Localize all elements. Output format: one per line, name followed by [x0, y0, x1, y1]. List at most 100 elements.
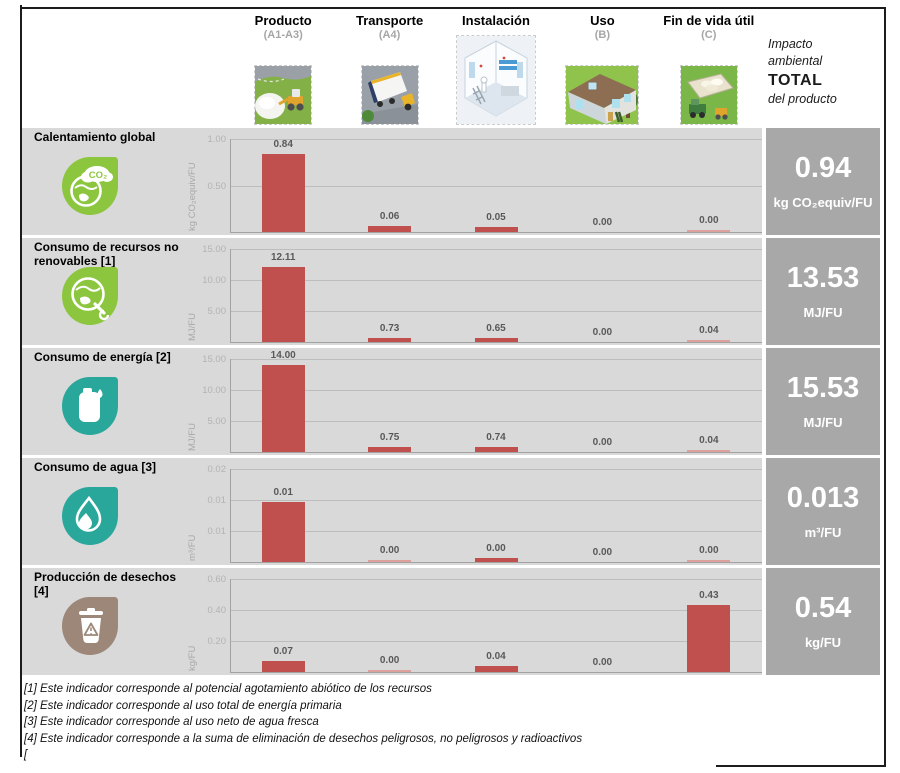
- bar-value-label: 12.11: [270, 251, 296, 263]
- bar-value-label: 0.00: [592, 547, 613, 558]
- gridline: [230, 390, 762, 391]
- globe-co2-icon: CO₂: [62, 157, 118, 215]
- bar-value-label: 0.00: [699, 215, 719, 226]
- bar-value-label: 0.04: [699, 435, 719, 446]
- indicator-title: Producción de desechos [4]: [34, 570, 177, 598]
- bar-value-label: 0.00: [379, 545, 400, 556]
- total-unit: m³/FU: [804, 524, 842, 540]
- stage-label: Transporte: [355, 13, 424, 28]
- stage-label: Instalación: [462, 13, 530, 28]
- y-tick-label: 15.00: [202, 354, 226, 365]
- lifecycle-stage-header: Producto (A1-A3) Transporte (A4) Instalaci…: [230, 7, 762, 127]
- total-impact-line: Impacto: [768, 37, 813, 51]
- stage-label: Uso: [590, 13, 615, 28]
- indicator-title: Consumo de agua [3]: [34, 460, 157, 474]
- y-axis-label: MJ/FU: [187, 313, 198, 341]
- total-impact-line: ambiental: [768, 53, 823, 68]
- bar-Producto (A1-A3): [261, 153, 305, 232]
- bar-value-label: 0.73: [379, 322, 400, 334]
- footnote: [3] Este indicador corresponde al uso ne…: [24, 716, 319, 728]
- bar-value-label: 0.05: [486, 212, 506, 224]
- svg-text:CO₂: CO₂: [89, 170, 107, 181]
- total-value: 0.94: [794, 151, 852, 184]
- border-top: [20, 7, 886, 9]
- bar-value-label: 0.00: [592, 437, 613, 448]
- total-unit: MJ/FU: [803, 304, 843, 320]
- y-axis-line: [230, 469, 231, 562]
- plot-area: 0.07 0.00 0.04 0.00 0.43: [230, 568, 762, 675]
- bar-value-label: 0.43: [699, 590, 719, 602]
- y-tick-label: 0.50: [207, 180, 227, 192]
- footnote: [1] Este indicador corresponde al potenc…: [24, 683, 432, 695]
- chart-panel: Calentamiento global CO₂ kg CO₂equiv/FU 1…: [22, 128, 762, 235]
- total-value: 13.53: [786, 261, 860, 294]
- bar-value-label: 0.84: [273, 138, 293, 150]
- bar-Instalación: [474, 227, 518, 232]
- bar-Transporte (A4): [368, 447, 412, 452]
- y-tick-label: 5.00: [207, 416, 227, 427]
- footnotes: [1] Este indicador corresponde al potenc…: [24, 681, 724, 764]
- total-impact-header: Impacto ambiental TOTAL del producto: [768, 36, 880, 108]
- total-impact-line: del producto: [768, 92, 837, 107]
- bar-value-label: 0.00: [592, 657, 613, 668]
- bar-Fin de vida útil (C): [687, 340, 731, 342]
- y-tick-label: 5.00: [207, 306, 227, 317]
- x-axis-line: [230, 562, 762, 563]
- y-tick-label: 0.60: [207, 574, 227, 585]
- plot-area: 12.11 0.73 0.65 0.00 0.04: [230, 238, 762, 345]
- gridline: [230, 280, 762, 281]
- border-left: [20, 5, 22, 757]
- gridline: [230, 139, 762, 140]
- total-value: 0.013: [786, 481, 860, 514]
- gridline: [230, 421, 762, 422]
- y-axis-line: [230, 359, 231, 452]
- bar-value-label: 14.00: [270, 350, 296, 362]
- y-tick-label: 0.02: [207, 464, 227, 475]
- gridline: [230, 311, 762, 312]
- oil-drum-icon: [62, 377, 118, 435]
- y-tick-label: 15.00: [202, 244, 226, 255]
- total-unit: MJ/FU: [803, 414, 843, 430]
- bar-value-label: 0.65: [486, 323, 506, 334]
- chart-panel: Consumo de energía [2] MJ/FU 15.00 10.00 5.…: [22, 348, 762, 455]
- y-axis-line: [230, 249, 231, 342]
- border-bottom-right: [716, 765, 886, 767]
- bar-Fin de vida útil (C): [687, 560, 731, 562]
- y-tick-label: 0.01: [207, 526, 227, 537]
- gridline: [230, 610, 762, 611]
- bar-value-label: 0.04: [486, 650, 506, 662]
- bar-value-label: 0.00: [592, 327, 613, 338]
- indicator-title: Consumo de recursos no renovables [1]: [34, 240, 179, 268]
- total-impact-box: 0.94 kg CO₂equiv/FU: [766, 128, 880, 235]
- total-impact-box: 15.53 MJ/FU: [766, 348, 880, 455]
- gridline: [230, 359, 762, 360]
- plot-area: 0.84 0.06 0.05 0.00 0.00: [230, 128, 762, 235]
- bar-value-label: 0.74: [486, 432, 506, 444]
- x-axis-line: [230, 672, 762, 673]
- y-axis-label: m³/FU: [187, 534, 198, 561]
- border-right: [884, 7, 886, 767]
- quarry-illustration: [254, 65, 313, 125]
- chart-panel: Consumo de agua [3] m³/FU 0.02 0.01 0.01 0.0…: [22, 458, 762, 565]
- stage-column-3: Instalación: [443, 7, 549, 127]
- indicator-row-4: Consumo de agua [3] m³/FU 0.02 0.01 0.01 0.0…: [22, 458, 880, 565]
- indicator-title: Calentamiento global: [34, 130, 156, 144]
- bar-Producto (A1-A3): [261, 501, 305, 562]
- gridline: [230, 641, 762, 642]
- total-impact-line: TOTAL: [768, 71, 823, 89]
- indicator-row-1: Calentamiento global CO₂ kg CO₂equiv/FU 1…: [22, 128, 880, 235]
- water-drop-icon: [62, 487, 118, 545]
- chart-panel: Consumo de recursos no renovables [1] MJ…: [22, 238, 762, 345]
- gridline: [230, 185, 762, 187]
- stage-column-2: Transporte (A4): [336, 7, 442, 127]
- total-unit: kg CO₂equiv/FU: [773, 194, 873, 210]
- gridline: [230, 531, 762, 532]
- stage-sublabel: (C): [701, 29, 717, 41]
- bar-Transporte (A4): [368, 560, 412, 562]
- bar-Fin de vida útil (C): [687, 450, 731, 452]
- bar-value-label: 0.04: [699, 325, 719, 336]
- stage-label: Fin de vida útil: [663, 13, 755, 28]
- bar-Transporte (A4): [368, 670, 412, 672]
- x-axis-line: [230, 452, 762, 453]
